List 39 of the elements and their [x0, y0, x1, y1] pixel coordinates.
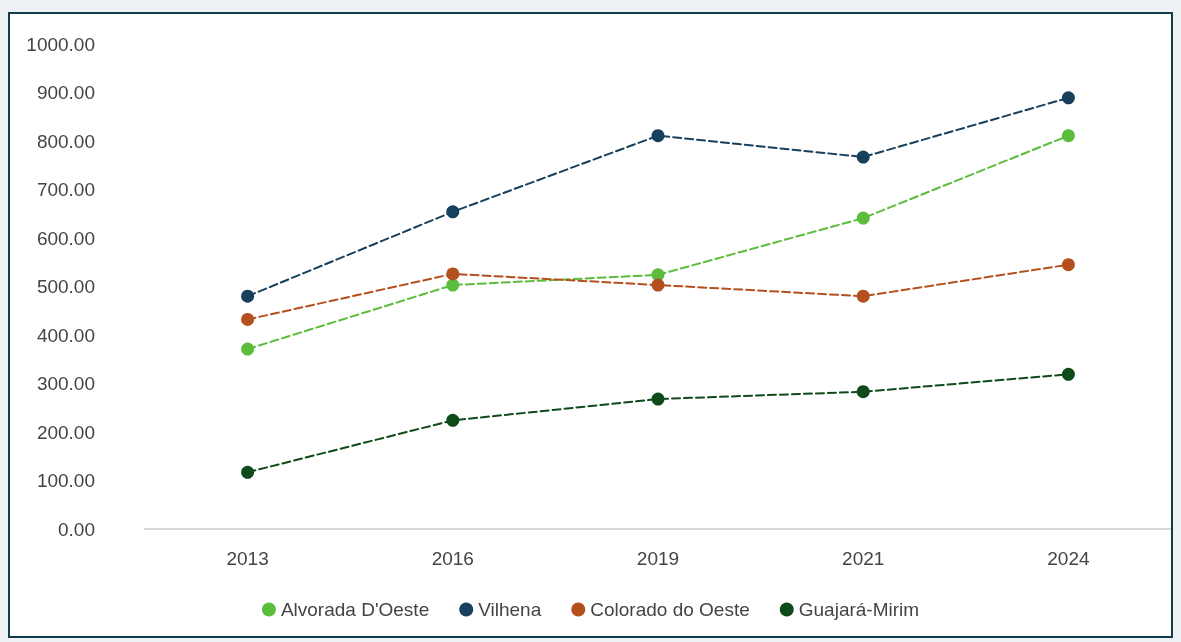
point: [241, 312, 255, 326]
point: [446, 278, 460, 292]
y-tick-label: 500.00: [36, 276, 95, 297]
y-tick-label: 0.00: [58, 518, 95, 540]
y-tick-label: 200.00: [36, 421, 95, 443]
y-tick-label: 300.00: [36, 373, 95, 394]
x-tick-label: 2021: [842, 548, 885, 569]
point: [446, 267, 460, 281]
legend-label: Colorado do Oeste: [590, 599, 750, 620]
y-tick-label: 1000.00: [26, 33, 95, 55]
point: [1061, 129, 1075, 143]
point: [651, 129, 665, 143]
x-tick-label: 2024: [1047, 548, 1090, 569]
y-tick-label: 600.00: [36, 227, 95, 249]
point: [241, 465, 255, 479]
y-tick-label: 800.00: [36, 130, 95, 152]
point: [856, 211, 870, 225]
x-tick-label: 2013: [226, 548, 269, 569]
point: [651, 392, 665, 406]
point: [446, 205, 460, 219]
y-tick-label: 900.00: [36, 82, 95, 103]
legend-label: Vilhena: [478, 599, 542, 620]
point: [651, 278, 665, 292]
point: [856, 150, 870, 164]
x-tick-label: 2019: [636, 548, 680, 569]
point: [1061, 91, 1075, 105]
legend-label: Guajará-Mirim: [798, 599, 920, 620]
y-tick-label: 100.00: [36, 470, 95, 491]
point: [241, 289, 255, 303]
x-tick-label: 2016: [431, 548, 474, 569]
point: [1061, 258, 1075, 272]
y-tick-label: 700.00: [36, 179, 95, 200]
point: [446, 413, 460, 427]
point: [856, 289, 870, 303]
point: [1061, 367, 1075, 381]
point: [241, 342, 255, 356]
legend-label: Alvorada D'Oeste: [280, 599, 430, 620]
y-tick-label: 400.00: [36, 324, 95, 346]
point: [856, 385, 870, 399]
